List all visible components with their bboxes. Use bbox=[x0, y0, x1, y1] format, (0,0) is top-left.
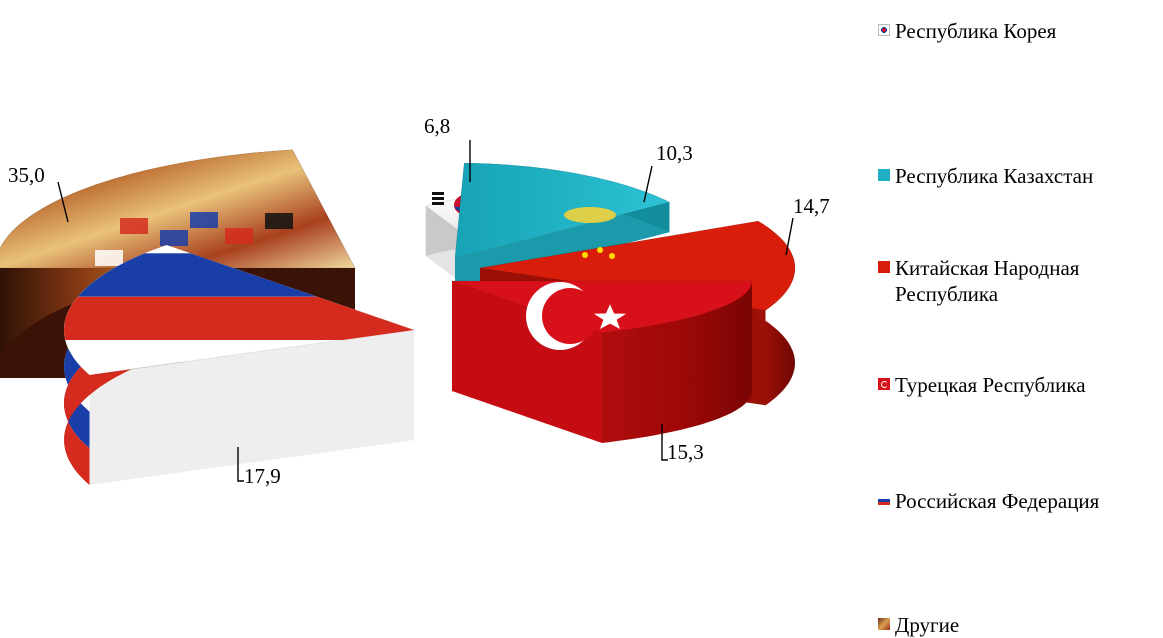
data-label: 10,3 bbox=[656, 141, 693, 165]
legend-item: Турецкая Республика bbox=[878, 372, 1086, 398]
legend: Республика Корея Республика Казахстан Кита… bbox=[878, 0, 1163, 637]
legend-label: Другие bbox=[895, 613, 960, 637]
legend-item: Российская Федерация bbox=[878, 488, 1099, 514]
data-label: 14,7 bbox=[793, 194, 830, 218]
turkey-star-icon bbox=[593, 304, 627, 329]
legend-label: Китайская Народная Республика bbox=[895, 256, 1080, 306]
legend-label: Республика Корея bbox=[895, 19, 1057, 43]
russia-flag-icon bbox=[878, 496, 890, 505]
world-flag-icon bbox=[120, 218, 148, 234]
korea-trigram-icon bbox=[432, 192, 444, 195]
world-flag-icon bbox=[265, 213, 293, 229]
slice-side-turkey bbox=[602, 281, 752, 443]
slice-russia bbox=[63, 244, 415, 485]
slice-top-turkey bbox=[451, 280, 753, 334]
world-flag-icon bbox=[190, 212, 218, 228]
world-flags-icon bbox=[878, 618, 890, 630]
slice-turkey bbox=[451, 280, 753, 443]
legend-label: Турецкая Республика bbox=[895, 373, 1086, 397]
legend-label: Российская Федерация bbox=[895, 489, 1100, 513]
china-star-icon bbox=[582, 252, 588, 258]
turkey-crescent-cut bbox=[542, 288, 598, 344]
leader-line bbox=[57, 181, 69, 223]
china-star-icon bbox=[609, 253, 615, 259]
world-flag-icon bbox=[225, 228, 253, 244]
korea-flag-icon bbox=[878, 24, 890, 36]
legend-label: Республика Казахстан bbox=[895, 164, 1094, 188]
pie-slices bbox=[0, 149, 796, 485]
legend-item: Республика Корея bbox=[878, 18, 1056, 44]
world-flag-icon bbox=[95, 250, 123, 266]
leader-line bbox=[661, 424, 668, 461]
legend-item: Республика Казахстан bbox=[878, 163, 1093, 189]
data-label: 15,3 bbox=[667, 440, 704, 464]
korea-trigram-icon bbox=[432, 202, 444, 205]
turkey-flag-icon bbox=[878, 378, 890, 390]
leader-line bbox=[643, 165, 653, 203]
legend-item: Другие bbox=[878, 612, 959, 638]
data-label: 6,8 bbox=[424, 114, 450, 138]
pie-chart: 6,8 10,3 14,7 15,3 17,9 35,0 bbox=[0, 114, 830, 488]
world-flag-icon bbox=[160, 230, 188, 246]
china-flag-icon bbox=[878, 261, 890, 273]
leader-line bbox=[237, 447, 244, 482]
data-labels: 6,8 10,3 14,7 15,3 17,9 35,0 bbox=[8, 114, 830, 488]
slice-top-other bbox=[0, 149, 356, 269]
kazakhstan-sun-icon bbox=[564, 207, 616, 223]
korea-trigram-icon bbox=[432, 197, 444, 200]
kazakhstan-flag-icon bbox=[878, 169, 890, 181]
data-label: 35,0 bbox=[8, 163, 45, 187]
china-star-icon bbox=[597, 247, 603, 253]
leader-line bbox=[785, 217, 794, 256]
data-label: 17,9 bbox=[244, 464, 281, 488]
legend-item: Китайская Народная Республика bbox=[878, 255, 1155, 307]
